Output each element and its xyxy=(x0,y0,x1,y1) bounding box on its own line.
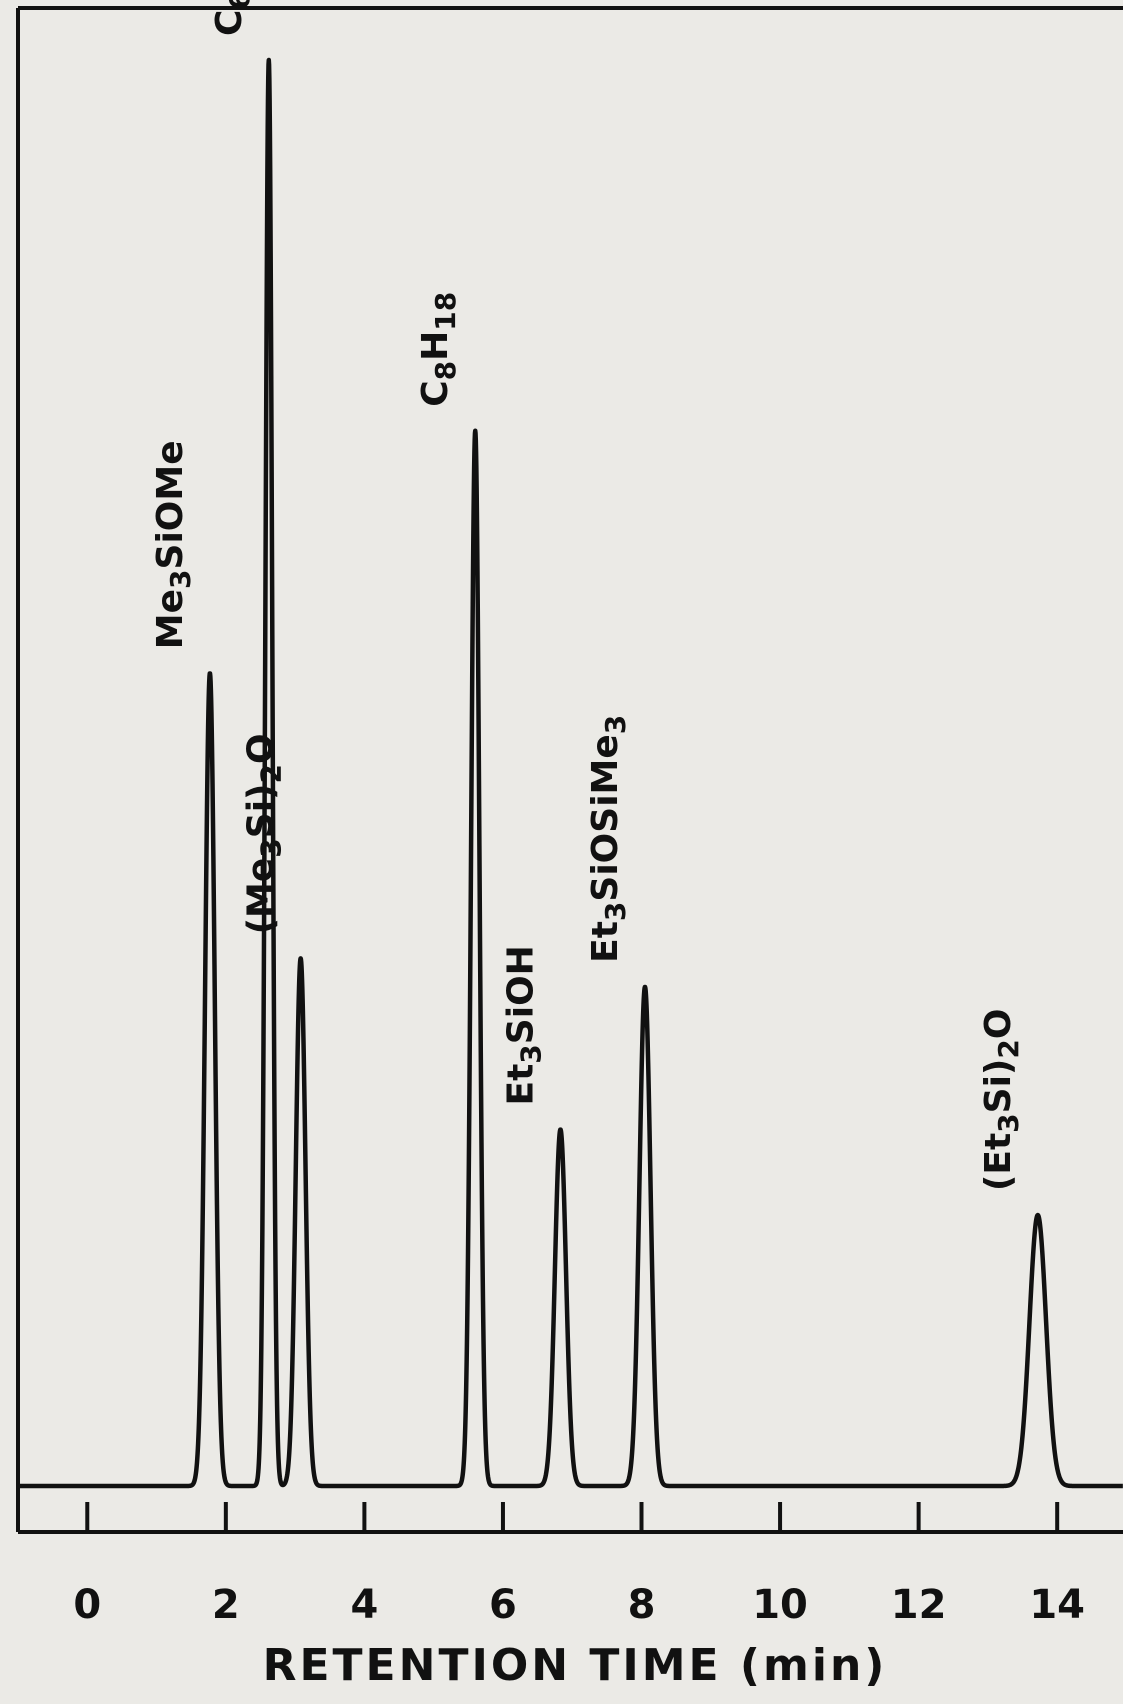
x-tick-label: 8 xyxy=(628,1582,656,1628)
x-axis-title: RETENTION TIME (min) xyxy=(263,1640,888,1691)
chromatogram-trace xyxy=(16,57,1123,1489)
x-tick-label: 10 xyxy=(752,1582,808,1628)
peak-label: Me3SiOMe xyxy=(150,440,197,649)
x-tick-label: 12 xyxy=(891,1582,947,1628)
trace-layer xyxy=(16,57,1123,1489)
x-tick-label: 0 xyxy=(73,1582,101,1628)
peak-label: (Et3Si)2O xyxy=(978,1009,1025,1192)
x-tick-label: 2 xyxy=(212,1582,240,1628)
peak-label: C8H18 xyxy=(415,292,462,407)
peak-label: Et3SiOH xyxy=(501,945,548,1105)
peak-labels: Me3SiOMe C6H6 (Me3Si)2O C8H18 Et3SiOH Et3SiOS… xyxy=(150,0,1025,1191)
x-tick-label: 6 xyxy=(489,1582,517,1628)
peak-label: Et3SiOSiMe3 xyxy=(585,715,632,963)
plot-frame xyxy=(16,6,1123,1534)
x-axis: 0 2 4 6 8 10 12 14 xyxy=(73,1502,1085,1628)
x-tick-label: 4 xyxy=(350,1582,378,1628)
x-tick-label: 14 xyxy=(1029,1582,1085,1628)
peak-label: (Me3Si)2O xyxy=(241,733,288,934)
peak-label: C6H6 xyxy=(209,0,256,36)
